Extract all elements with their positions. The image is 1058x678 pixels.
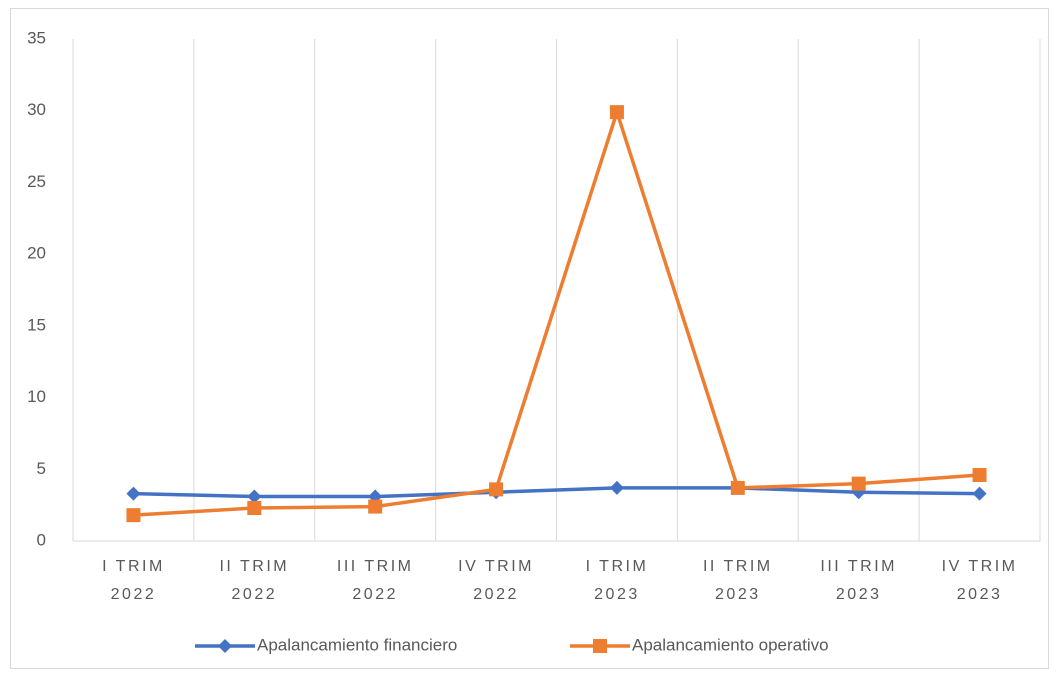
data-point	[730, 480, 745, 495]
data-point	[489, 482, 504, 497]
x-tick-label: IV TRIM	[458, 558, 534, 575]
data-point	[972, 468, 987, 483]
x-tick-label: IV TRIM	[942, 558, 1018, 575]
y-tick-label: 10	[27, 387, 46, 406]
data-point	[247, 489, 262, 504]
series-line	[133, 486, 980, 499]
x-tick-label: 2023	[957, 586, 1003, 603]
legend-marker	[593, 639, 607, 653]
chart-border	[10, 8, 1049, 669]
x-tick-label: 2022	[111, 586, 157, 603]
data-point	[126, 486, 141, 501]
x-tick-label: 2023	[715, 586, 761, 603]
x-tick-label: I TRIM	[586, 558, 649, 575]
x-tick-label: 2022	[473, 586, 519, 603]
data-point	[247, 501, 262, 516]
legend-marker	[218, 639, 232, 653]
x-tick-label: 2023	[836, 586, 882, 603]
x-tick-label: III TRIM	[337, 558, 414, 575]
data-point	[609, 480, 624, 495]
x-tick-label: II TRIM	[219, 558, 289, 575]
x-tick-label: 2022	[352, 586, 398, 603]
data-point	[368, 499, 383, 514]
data-point	[126, 508, 141, 523]
y-tick-label: 25	[27, 172, 46, 191]
y-tick-label: 0	[37, 530, 46, 549]
y-tick-label: 5	[37, 459, 46, 478]
series-line	[133, 110, 980, 517]
y-tick-label: 15	[27, 315, 46, 334]
y-tick-label: 30	[27, 100, 46, 119]
x-tick-label: I TRIM	[102, 558, 165, 575]
x-tick-label: 2023	[594, 586, 640, 603]
y-tick-label: 20	[27, 244, 46, 263]
x-tick-label: II TRIM	[703, 558, 773, 575]
legend-label: Apalancamiento operativo	[632, 635, 829, 654]
data-point	[609, 105, 624, 120]
legend-label: Apalancamiento financiero	[257, 635, 457, 654]
data-point	[972, 486, 987, 501]
data-point	[851, 476, 866, 491]
x-tick-label: 2022	[232, 586, 278, 603]
x-tick-label: III TRIM	[820, 558, 897, 575]
y-tick-label: 35	[27, 28, 46, 47]
